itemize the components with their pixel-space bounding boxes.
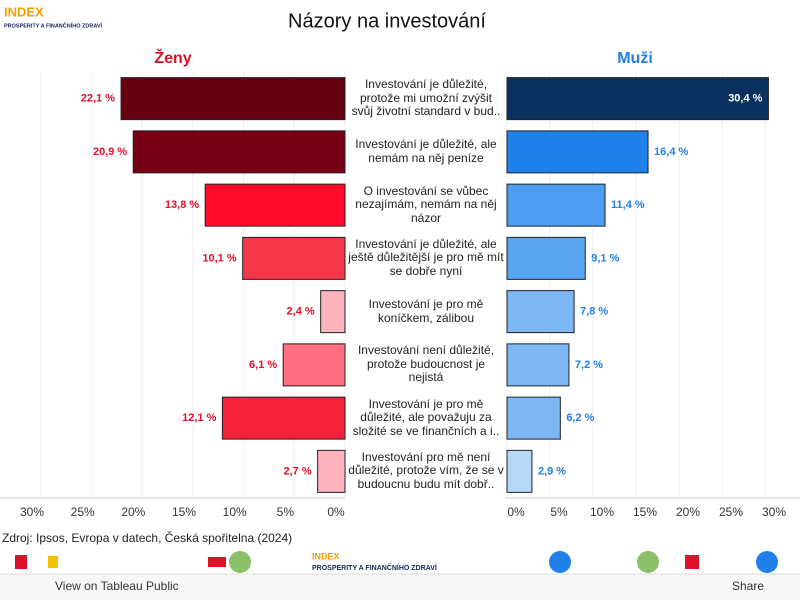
value-label: 13,8 % [165,199,199,211]
category-label: Investování není důležité, protože budou… [357,344,495,385]
value-label: 6,2 % [566,412,594,424]
x-tick-label: 15% [172,505,196,519]
category-label: Investování je pro mě koníčkem, zálibou [368,298,484,325]
value-label: 30,4 % [728,93,762,105]
bar [506,77,769,121]
logo-sub: PROSPERITY A FINANČNÍHO ZDRAVÍ [4,21,103,29]
bar [317,449,346,493]
bar [506,343,570,387]
value-label: 7,8 % [580,306,608,318]
bar [506,236,586,280]
x-tick-label: 30% [20,505,44,519]
x-tick-label: 20% [676,505,700,519]
bar [506,449,533,493]
icon-strip [15,551,778,573]
bar [221,396,346,440]
footer-logo: INDEX [312,551,340,561]
x-tick-label: 30% [762,505,786,519]
bar [120,77,346,121]
chart-title: Názory na investování [288,10,486,32]
value-label: 20,9 % [93,146,127,158]
x-tick-label: 5% [550,505,568,519]
bar [506,290,575,334]
bar [506,396,561,440]
series-title: Muži [617,50,653,67]
value-label: 2,9 % [538,465,566,477]
x-tick-label: 25% [71,505,95,519]
value-label: 9,1 % [591,252,619,264]
toolbar [0,574,800,600]
bar [506,183,606,227]
x-tick-label: 5% [277,505,295,519]
value-label: 2,4 % [287,306,315,318]
x-tick-label: 10% [590,505,614,519]
logo: INDEX [4,4,44,19]
value-label: 6,1 % [249,359,277,371]
bar [320,290,346,334]
source: Zdroj: Ipsos, Evropa v datech, Česká spo… [2,530,292,545]
bar [132,130,346,174]
share-button[interactable]: Share [732,579,764,593]
category-label: Investování je pro mě důležité, ale pova… [352,397,500,438]
value-label: 16,4 % [654,146,688,158]
category-label: Investování pro mě není důležité, protož… [348,450,504,491]
x-tick-label: 10% [223,505,247,519]
x-tick-label: 0% [327,505,345,519]
bar [282,343,346,387]
category-label: Investování je důležité, protože mi umož… [351,78,501,119]
category-label: Investování je důležité, ale nemám na ně… [355,138,497,165]
value-label: 22,1 % [81,93,115,105]
value-label: 10,1 % [202,252,236,264]
x-tick-label: 20% [121,505,145,519]
value-label: 7,2 % [575,359,603,371]
series-title: Ženy [154,48,191,67]
value-label: 11,4 % [611,199,645,211]
category-label: O investování se vůbec nezajímám, nemám … [355,184,497,225]
category-label: Investování je důležité, ale ještě důlež… [348,237,504,278]
x-tick-label: 15% [633,505,657,519]
value-label: 2,7 % [283,465,311,477]
bar [242,236,346,280]
value-label: 12,1 % [182,412,216,424]
bar [204,183,346,227]
footer-logo-sub: PROSPERITY A FINANČNÍHO ZDRAVÍ [312,563,438,572]
x-tick-label: 0% [507,505,525,519]
x-tick-label: 25% [719,505,743,519]
view-link[interactable]: View on Tableau Public [55,579,179,593]
bar [506,130,649,174]
